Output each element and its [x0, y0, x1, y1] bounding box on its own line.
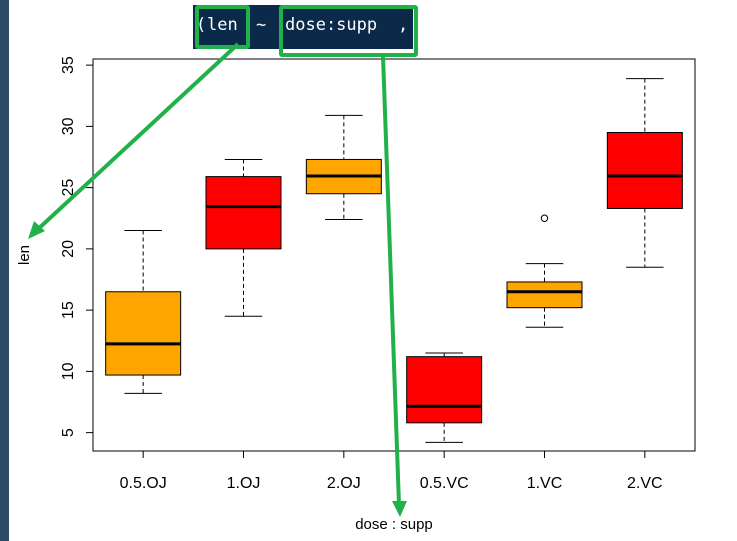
highlight-response-box: [195, 5, 250, 49]
x-tick-label: 0.5.OJ: [120, 475, 167, 492]
box-iqr: [406, 356, 483, 424]
y-tick-label: 35: [60, 56, 77, 74]
highlight-predictor-box: [279, 5, 418, 57]
x-tick-label: 0.5.VC: [420, 475, 469, 492]
code-open-paren: (: [196, 15, 207, 35]
arrow-head-len: [28, 221, 45, 239]
box-iqr: [105, 291, 182, 376]
x-tick-label: 1.VC: [527, 475, 563, 492]
arrow-head-dose: [392, 501, 407, 517]
x-tick-label: 2.VC: [627, 475, 663, 492]
code-predictor-term: dose:supp: [285, 15, 378, 35]
box-outlier-point: [540, 214, 549, 222]
code-response-variable: len: [207, 15, 238, 35]
window-edge: [0, 0, 9, 541]
box-iqr: [205, 176, 282, 250]
y-tick-label: 15: [60, 301, 77, 319]
x-tick-label: 1.OJ: [227, 475, 261, 492]
y-tick-label: 20: [60, 240, 77, 258]
code-snippet-background: [193, 5, 413, 49]
y-axis-title: len: [16, 245, 33, 265]
plot-frame: [92, 58, 696, 452]
y-tick-label: 10: [60, 362, 77, 380]
box-iqr: [506, 281, 583, 309]
x-tick-label: 2.OJ: [327, 475, 361, 492]
arrow-to-dose-axis: [381, 55, 401, 506]
x-axis-title: dose : supp: [355, 516, 433, 533]
y-tick-label: 5: [60, 428, 77, 437]
arrow-to-len-axis: [34, 42, 240, 233]
box-iqr: [606, 132, 683, 209]
code-comma: ,: [398, 15, 409, 35]
code-tilde: ~: [256, 15, 267, 35]
y-tick-label: 25: [60, 179, 77, 197]
y-tick-label: 30: [60, 117, 77, 135]
